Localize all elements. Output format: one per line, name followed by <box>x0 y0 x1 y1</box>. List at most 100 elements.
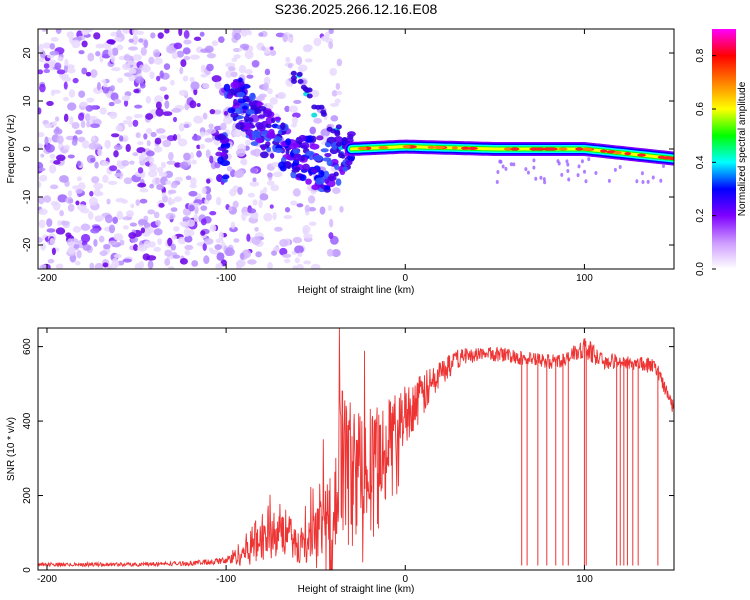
noise-blob <box>232 129 243 138</box>
noise-blob <box>109 85 116 92</box>
noise-blob <box>174 162 182 168</box>
noise-blob <box>339 205 344 213</box>
noise-blob <box>145 96 152 104</box>
noise-blob <box>43 63 50 69</box>
noise-blob <box>114 172 123 178</box>
noise-blob <box>132 152 139 157</box>
noise-blob <box>38 143 44 149</box>
noise-blob <box>245 139 251 146</box>
noise-blob <box>173 42 183 50</box>
branch-blob <box>306 93 313 99</box>
noise-blob <box>282 33 288 43</box>
noise-blob <box>133 113 144 119</box>
noise-blob <box>226 166 233 172</box>
noise-blob <box>164 29 170 34</box>
noise-blob <box>284 105 290 113</box>
noise-blob <box>46 228 56 233</box>
track-blob <box>250 104 258 111</box>
noise-blob <box>177 138 188 147</box>
noise-blob <box>200 131 205 137</box>
noise-blob <box>284 207 291 213</box>
noise-blob <box>303 44 313 51</box>
noise-blob <box>269 204 274 209</box>
noise-blob <box>59 210 64 217</box>
track-blob <box>318 170 325 178</box>
noise-blob <box>78 182 86 191</box>
noise-blob <box>55 227 66 235</box>
noise-blob <box>109 165 118 172</box>
noise-blob <box>116 210 124 220</box>
noise-blob <box>165 180 172 185</box>
noise-blob <box>99 107 107 115</box>
noise-blob <box>95 43 105 49</box>
noise-blob <box>164 170 174 179</box>
noise-blob <box>146 140 151 147</box>
noise-blob <box>136 30 144 36</box>
noise-blob <box>216 252 225 261</box>
noise-blob <box>134 104 143 109</box>
noise-blob <box>170 243 176 251</box>
noise-blob <box>307 195 316 204</box>
track-blob <box>305 150 315 157</box>
track-blob <box>320 148 329 153</box>
track-blob <box>241 105 248 110</box>
carrier-sidelobe <box>567 177 571 182</box>
noise-blob <box>43 123 53 129</box>
noise-blob <box>81 139 90 149</box>
noise-blob <box>128 68 137 75</box>
noise-blob <box>283 214 293 220</box>
noise-blob <box>57 194 68 203</box>
noise-blob <box>218 231 224 240</box>
noise-blob <box>155 108 164 117</box>
noise-blob <box>64 58 69 67</box>
noise-blob <box>157 238 162 245</box>
noise-blob <box>78 112 85 121</box>
y-tick-label: 400 <box>22 412 33 429</box>
noise-blob <box>101 161 110 167</box>
noise-blob <box>183 123 190 129</box>
noise-blob <box>143 133 148 140</box>
noise-blob <box>324 31 330 40</box>
track-blob <box>220 143 225 149</box>
noise-blob <box>206 178 211 184</box>
noise-blob <box>63 81 68 90</box>
noise-blob <box>90 227 100 234</box>
x-tick-label: 0 <box>402 273 408 284</box>
noise-blob <box>126 210 134 218</box>
noise-blob <box>67 154 75 159</box>
noise-blob <box>113 253 122 259</box>
noise-blob <box>85 105 94 112</box>
noise-blob <box>171 108 182 113</box>
noise-blob <box>65 232 72 238</box>
noise-blob <box>40 153 45 158</box>
noise-blob <box>38 219 46 229</box>
noise-blob <box>139 198 148 204</box>
noise-blob <box>127 120 133 128</box>
noise-blob <box>51 120 57 127</box>
noise-blob <box>108 101 115 107</box>
noise-blob <box>164 249 173 257</box>
noise-blob <box>164 94 169 100</box>
noise-blob <box>244 69 253 75</box>
carrier-peak <box>600 149 608 153</box>
colorbar-label: Normalized spectral amplitude <box>737 81 748 216</box>
noise-blob <box>54 62 62 71</box>
noise-blob <box>55 263 64 269</box>
branch-blob <box>330 128 337 134</box>
noise-blob <box>48 164 57 174</box>
carrier-sidelobe <box>566 168 570 173</box>
noise-blob <box>296 203 304 208</box>
noise-blob <box>206 193 212 201</box>
y-tick-label: 20 <box>22 47 33 59</box>
noise-blob <box>139 82 146 89</box>
noise-blob <box>192 202 200 207</box>
noise-blob <box>102 86 109 94</box>
noise-blob <box>43 195 52 203</box>
noise-blob <box>129 222 138 227</box>
track-blob <box>263 110 273 118</box>
noise-blob <box>103 243 111 250</box>
noise-blob <box>164 258 171 266</box>
carrier-peak <box>467 146 478 151</box>
noise-blob <box>184 244 194 251</box>
noise-blob <box>162 111 173 117</box>
